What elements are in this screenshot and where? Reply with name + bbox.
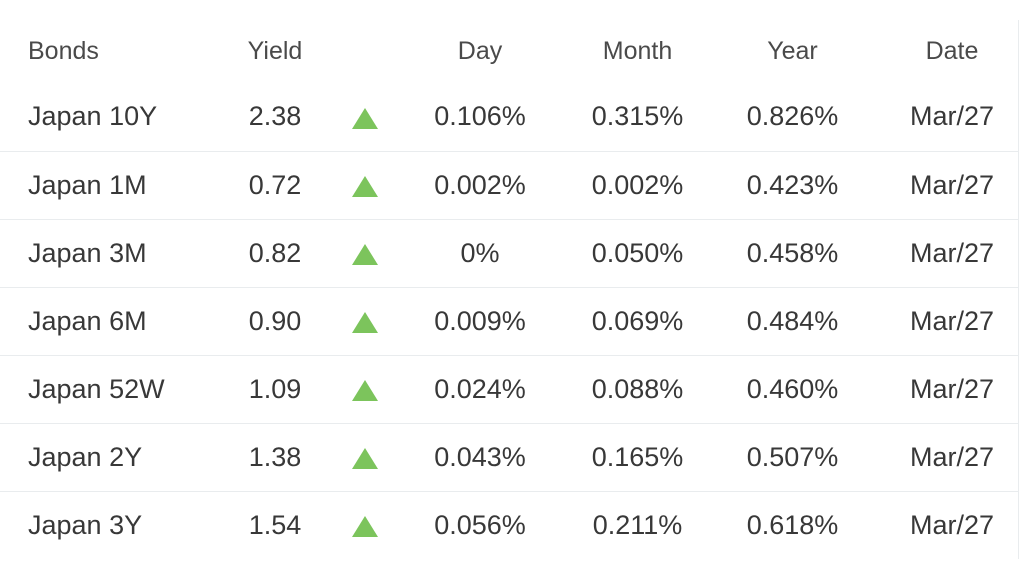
month-change-value: 0.050% xyxy=(575,219,700,288)
bond-name-link[interactable]: Japan 6M xyxy=(0,287,205,356)
yield-value: 0.72 xyxy=(205,151,345,220)
header-row: Bonds Yield Day Month Year Date xyxy=(0,20,1019,83)
yield-value: 0.90 xyxy=(205,287,345,356)
month-change-value: 0.069% xyxy=(575,287,700,356)
bond-name-link[interactable]: Japan 2Y xyxy=(0,423,205,492)
year-change-value: 0.507% xyxy=(700,423,885,492)
month-change-value: 0.002% xyxy=(575,151,700,220)
date-value: Mar/27 xyxy=(885,287,1019,356)
bond-name-link[interactable]: Japan 3Y xyxy=(28,509,143,540)
bond-name-link[interactable]: Japan 10Y xyxy=(0,83,205,152)
date-value: Mar/27 xyxy=(885,83,1019,152)
date-value: Mar/27 xyxy=(909,509,995,540)
up-arrow-icon xyxy=(352,447,378,469)
bond-row: Japan 2Y 1.38 0.043% 0.165% 0.507% Mar/2… xyxy=(0,423,1019,492)
date-value: Mar/27 xyxy=(885,423,1019,492)
day-change-value: 0.024% xyxy=(385,355,575,424)
month-change-value: 0.211% xyxy=(592,509,683,540)
month-change-value: 0.088% xyxy=(575,355,700,424)
bond-row: Japan 52W 1.09 0.024% 0.088% 0.460% Mar/… xyxy=(0,355,1019,424)
direction-cell xyxy=(345,355,385,424)
year-change-value: 0.484% xyxy=(700,287,885,356)
date-value: Mar/27 xyxy=(885,151,1019,220)
column-header-bonds[interactable]: Bonds xyxy=(28,37,99,65)
yield-value: 1.38 xyxy=(205,423,345,492)
bond-row: Japan 3M 0.82 0% 0.050% 0.458% Mar/27 xyxy=(0,219,1019,288)
bonds-table: Bonds Yield Day Month Year Date Japan 10… xyxy=(0,20,1019,559)
yield-value: 1.54 xyxy=(248,509,302,540)
column-header-year[interactable]: Year xyxy=(767,37,818,65)
column-header-date[interactable]: Date xyxy=(925,37,979,65)
yield-value: 0.82 xyxy=(205,219,345,288)
up-arrow-icon xyxy=(352,175,378,197)
yield-value: 2.38 xyxy=(205,83,345,152)
direction-cell xyxy=(345,219,385,288)
column-header-change-direction xyxy=(345,20,385,83)
column-header-month[interactable]: Month xyxy=(602,37,673,65)
year-change-value: 0.460% xyxy=(700,355,885,424)
day-change-value: 0.043% xyxy=(385,423,575,492)
day-change-value: 0.056% xyxy=(434,509,526,540)
year-change-value: 0.618% xyxy=(746,509,839,540)
direction-cell xyxy=(345,151,385,220)
direction-cell xyxy=(345,423,385,492)
day-change-value: 0.106% xyxy=(385,83,575,152)
month-change-value: 0.315% xyxy=(575,83,700,152)
up-arrow-icon xyxy=(352,516,378,538)
date-value: Mar/27 xyxy=(885,219,1019,288)
bond-row: Japan 10Y 2.38 0.106% 0.315% 0.826% Mar/… xyxy=(0,83,1019,152)
year-change-value: 0.826% xyxy=(700,83,885,152)
bond-row: Japan 6M 0.90 0.009% 0.069% 0.484% Mar/2… xyxy=(0,287,1019,356)
bond-row: Japan 3Y 1.54 0.056% 0.211% 0.618% Mar/2… xyxy=(0,491,1019,559)
year-change-value: 0.458% xyxy=(700,219,885,288)
bond-name-link[interactable]: Japan 3M xyxy=(0,219,205,288)
up-arrow-icon xyxy=(352,107,378,129)
direction-cell xyxy=(345,83,385,152)
month-change-value: 0.165% xyxy=(575,423,700,492)
bonds-table-container: Bonds Yield Day Month Year Date Japan 10… xyxy=(0,20,1019,559)
date-value: Mar/27 xyxy=(885,355,1019,424)
bond-name-link[interactable]: Japan 1M xyxy=(0,151,205,220)
yield-value: 1.09 xyxy=(205,355,345,424)
up-arrow-icon xyxy=(352,379,378,401)
day-change-value: 0% xyxy=(385,219,575,288)
bond-row: Japan 1M 0.72 0.002% 0.002% 0.423% Mar/2… xyxy=(0,151,1019,220)
bond-name-link[interactable]: Japan 52W xyxy=(0,355,205,424)
direction-cell xyxy=(345,491,385,559)
up-arrow-icon xyxy=(352,243,378,265)
column-header-yield[interactable]: Yield xyxy=(247,37,303,65)
column-header-day[interactable]: Day xyxy=(457,37,503,65)
year-change-value: 0.423% xyxy=(700,151,885,220)
day-change-value: 0.009% xyxy=(385,287,575,356)
up-arrow-icon xyxy=(352,311,378,333)
table-body: Japan 10Y 2.38 0.106% 0.315% 0.826% Mar/… xyxy=(0,83,1019,559)
direction-cell xyxy=(345,287,385,356)
day-change-value: 0.002% xyxy=(385,151,575,220)
